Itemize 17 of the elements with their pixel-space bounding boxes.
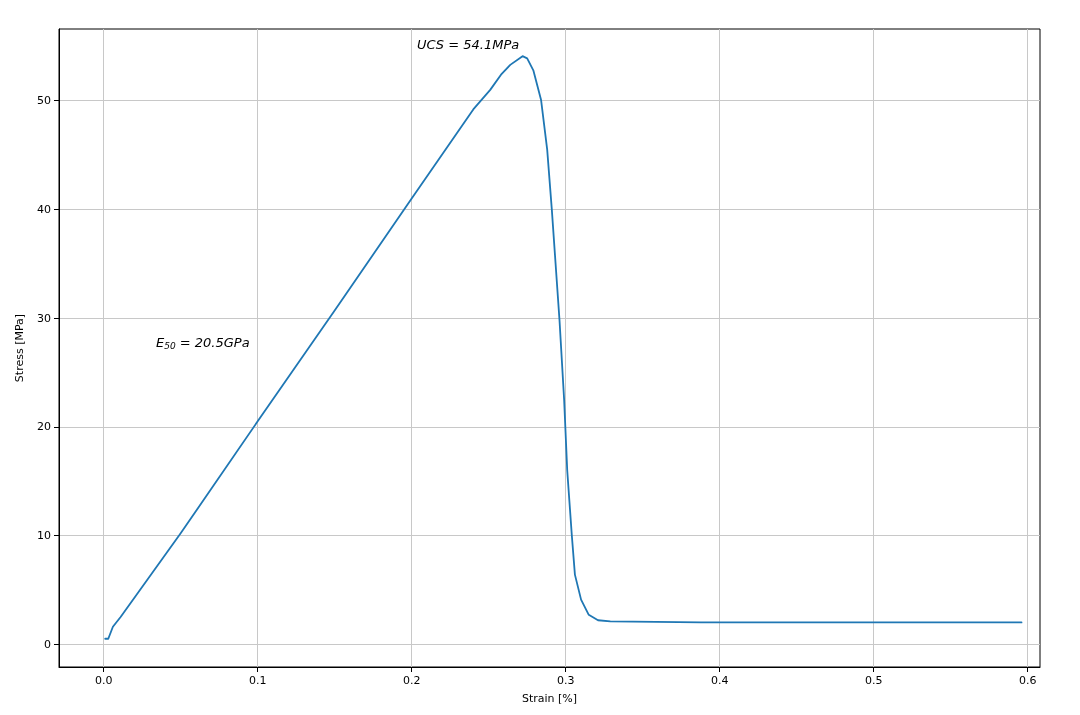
- annotation: UCS = 54.1MPa: [417, 37, 520, 52]
- y-tick-label: 20: [37, 420, 51, 434]
- y-tick-label: 10: [37, 528, 51, 542]
- y-tick-label: 40: [37, 202, 51, 216]
- x-tick-label: 0.6: [1018, 674, 1037, 687]
- y-tick-label: 0: [44, 637, 51, 651]
- x-tick-label: 0.5: [864, 674, 883, 687]
- x-tick-label: 0.2: [402, 674, 421, 687]
- x-axis-title: Strain [%]: [521, 692, 578, 705]
- x-tick-label: 0.4: [710, 674, 729, 687]
- y-tick-label: 30: [37, 311, 51, 325]
- x-tick-label: 0.0: [94, 674, 113, 687]
- y-axis-title: Stress [MPa]: [13, 313, 26, 383]
- x-tick-label: 0.1: [248, 674, 267, 687]
- y-tick-label: 50: [37, 94, 51, 108]
- line-series: [104, 55, 1023, 640]
- x-tick-label: 0.3: [556, 674, 575, 687]
